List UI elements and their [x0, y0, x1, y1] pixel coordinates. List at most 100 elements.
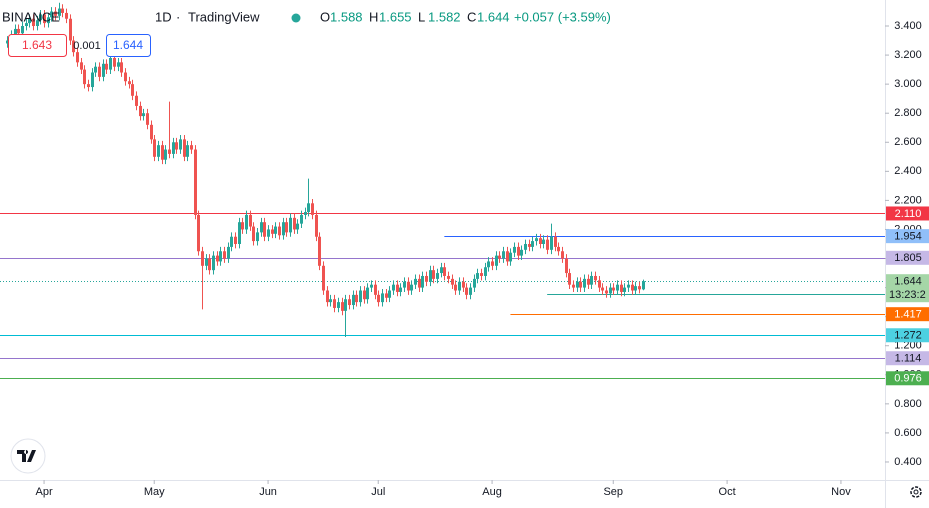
candle-body — [17, 28, 20, 34]
candle-body — [267, 229, 270, 237]
candle-body — [396, 284, 399, 292]
x-tick-label: Sep — [603, 486, 623, 498]
y-tick-label: 1.200 — [894, 340, 922, 352]
candle-body — [120, 62, 123, 73]
candle-body — [476, 273, 479, 279]
candle-body — [546, 239, 549, 250]
candle-body — [113, 57, 116, 67]
candle-body — [506, 251, 509, 262]
candle-body — [381, 293, 384, 303]
symbol: BINANCE — [2, 9, 60, 24]
candle-body — [72, 40, 75, 53]
candle-body — [432, 270, 435, 279]
buy-button[interactable] — [106, 34, 151, 57]
candle-body — [462, 281, 465, 288]
x-tick-label: Apr — [36, 486, 53, 498]
candle-body — [94, 66, 97, 73]
candle-body — [344, 299, 347, 311]
buy-price: 1.644 — [113, 38, 143, 52]
candle-body — [576, 281, 579, 288]
candle-body — [135, 95, 138, 106]
candle-body — [370, 284, 373, 288]
candle-body — [205, 258, 208, 266]
candle-body — [304, 212, 307, 215]
x-tick-label: Nov — [831, 486, 851, 498]
gear-hub — [913, 489, 919, 495]
candle-body — [421, 275, 424, 288]
y-tick-label: 0.800 — [894, 398, 922, 410]
candle-body — [168, 149, 171, 154]
y-tick-label: 3.200 — [894, 49, 922, 61]
candle-body — [296, 223, 299, 230]
candle-body — [6, 40, 9, 44]
candle-body — [583, 278, 586, 288]
candle-body — [69, 18, 72, 41]
candle-body — [627, 284, 630, 288]
level-label: 2.110 — [895, 208, 922, 220]
candle-body — [495, 255, 498, 266]
last-price-badge — [886, 274, 929, 303]
candle-body — [550, 236, 553, 250]
candle-body — [271, 229, 274, 234]
candle-body — [333, 299, 336, 308]
candle-body — [183, 139, 186, 157]
candle-body — [146, 113, 149, 125]
candle-body — [579, 281, 582, 288]
x-tick-label: Oct — [719, 486, 736, 498]
candle-body — [429, 270, 432, 282]
candle-body — [105, 63, 108, 70]
level-label: 1.805 — [894, 252, 922, 264]
candle-body — [403, 281, 406, 288]
candle-body — [28, 18, 31, 24]
candle-body — [102, 63, 105, 77]
level-badge — [886, 328, 929, 343]
settings-icon[interactable] — [910, 486, 922, 498]
candle-body — [352, 294, 355, 306]
candle-body — [322, 265, 325, 291]
sell-button[interactable] — [8, 34, 67, 57]
candle-body — [252, 226, 255, 242]
candle-body — [263, 222, 266, 237]
candle-body — [414, 278, 417, 285]
candle-body — [520, 249, 523, 256]
candle-body — [642, 281, 645, 290]
candle-body — [194, 149, 197, 215]
y-tick-label: 2.200 — [894, 194, 922, 206]
candle-body — [227, 246, 230, 259]
candle-body — [513, 246, 516, 253]
candle-body — [531, 241, 534, 247]
level-badge — [886, 250, 929, 265]
candle-body — [535, 238, 538, 242]
sell-price: 1.643 — [22, 38, 52, 52]
candle-body — [410, 284, 413, 291]
candle-body — [238, 222, 241, 244]
candle-body — [451, 278, 454, 285]
candle-body — [36, 20, 39, 27]
candle-body — [377, 294, 380, 303]
candle-body — [565, 258, 568, 274]
candle-body — [359, 290, 362, 303]
candle-body — [634, 286, 637, 291]
level-badge — [886, 371, 929, 386]
candle-body — [282, 222, 285, 236]
candle-body — [517, 246, 520, 256]
candle-body — [341, 302, 344, 311]
candle-body — [326, 290, 329, 303]
candle-body — [289, 217, 292, 233]
candle-body — [50, 11, 53, 18]
candle-body — [83, 69, 86, 85]
candle-body — [605, 290, 608, 294]
x-tick-label: Jun — [259, 486, 277, 498]
gear[interactable] — [910, 486, 922, 498]
candle-body — [25, 23, 28, 27]
candle-body — [124, 72, 127, 82]
candle-body — [241, 222, 244, 230]
candle-body — [469, 287, 472, 295]
candle-body — [329, 299, 332, 303]
candle-body — [407, 281, 410, 291]
candle-body — [598, 280, 601, 288]
candle-body — [117, 62, 120, 67]
candle-body — [58, 8, 61, 16]
candle-body — [234, 236, 237, 244]
